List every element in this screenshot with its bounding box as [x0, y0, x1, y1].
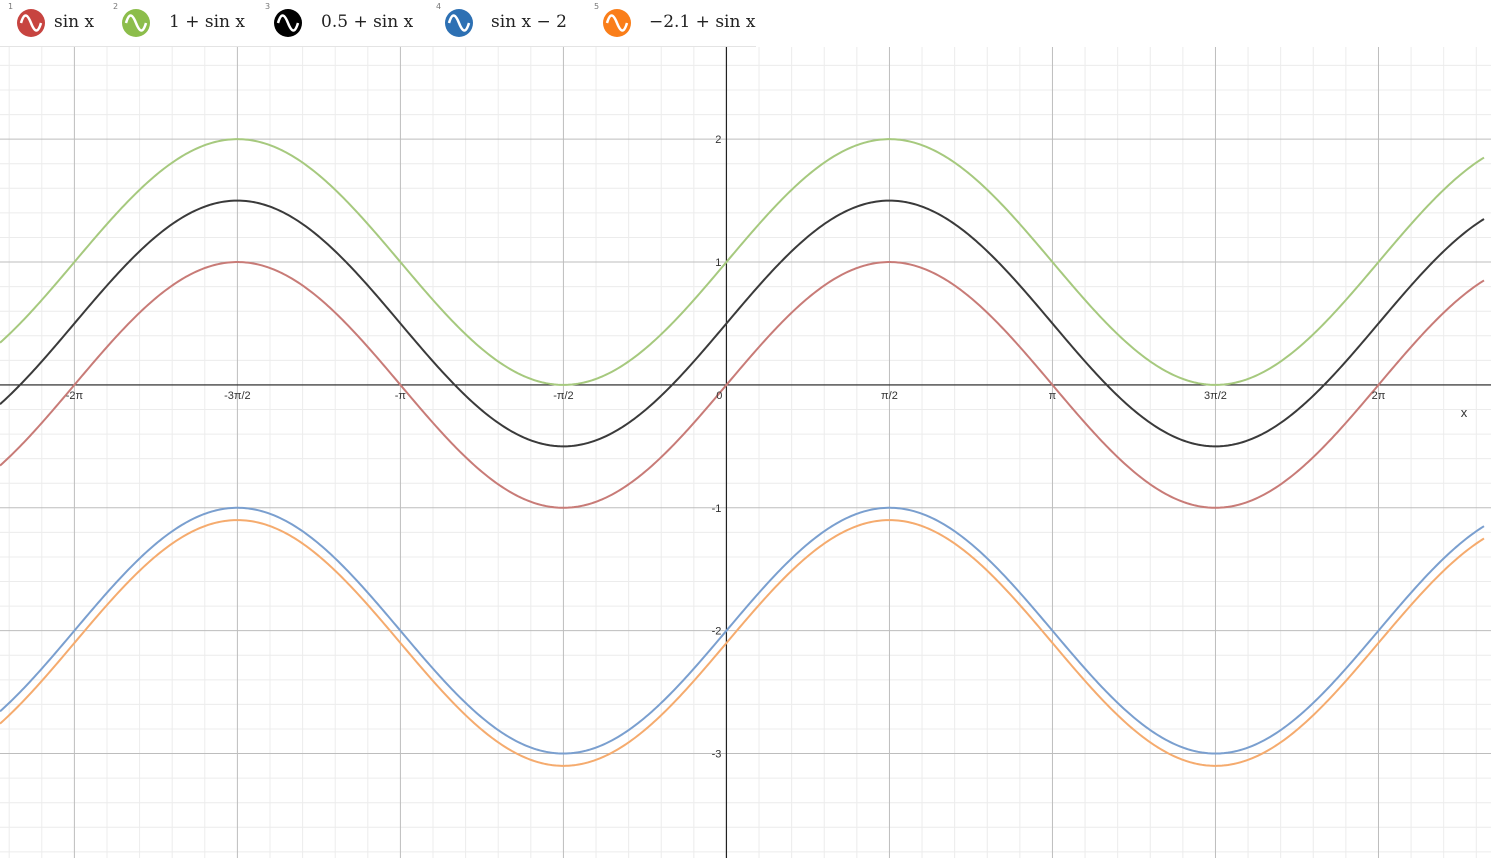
expression-index: 3	[265, 2, 271, 11]
sine-wave-icon[interactable]	[121, 8, 151, 38]
expression-list: 1 sin x 2 1 + sin x 3 0.5 + sin x 4 sin …	[0, 0, 756, 47]
curves	[0, 138, 1485, 767]
expression-5[interactable]: 5 −2.1 + sin x	[594, 0, 756, 46]
x-tick-label: 2π	[1372, 390, 1386, 402]
axes	[0, 47, 1491, 858]
expression-formula[interactable]: 0.5 + sin x	[321, 12, 414, 32]
expression-index: 4	[436, 2, 442, 11]
expression-formula[interactable]: sin x	[54, 12, 95, 32]
expression-2[interactable]: 2 1 + sin x	[113, 0, 263, 46]
series-curve-4[interactable]	[0, 506, 1485, 755]
series-curve-2[interactable]	[0, 138, 1485, 386]
expression-formula[interactable]: sin x − 2	[491, 12, 567, 32]
x-tick-label: π/2	[881, 390, 898, 402]
expression-formula[interactable]: 1 + sin x	[169, 12, 245, 32]
y-tick-label: 1	[715, 257, 721, 269]
y-tick-label: -1	[712, 503, 722, 515]
x-tick-label: -π	[395, 390, 407, 402]
tick-labels: -2π -3π/2 -π -π/2 0 π/2 π 3π/2 2π 2 1 -1 -2 -3 x	[66, 134, 1468, 760]
x-tick-label: -π/2	[553, 390, 573, 402]
y-tick-label: 2	[715, 134, 721, 146]
major-grid	[0, 47, 1491, 858]
expression-index: 2	[113, 2, 119, 11]
x-tick-label: 3π/2	[1204, 390, 1227, 402]
expression-3[interactable]: 3 0.5 + sin x	[265, 0, 435, 46]
series-curve-5[interactable]	[0, 519, 1485, 767]
sine-wave-icon[interactable]	[273, 8, 303, 38]
x-tick-label: π	[1049, 390, 1057, 402]
minor-grid	[0, 47, 1491, 858]
series-curve-3[interactable]	[0, 199, 1485, 448]
x-tick-label: -3π/2	[224, 390, 251, 402]
x-tick-label: 0	[716, 390, 722, 402]
series-curve-1[interactable]	[0, 261, 1485, 509]
sine-wave-icon[interactable]	[16, 8, 46, 38]
sine-wave-icon[interactable]	[602, 8, 632, 38]
x-tick-label: -2π	[66, 390, 84, 402]
expression-index: 5	[594, 2, 600, 11]
sine-wave-icon[interactable]	[444, 8, 474, 38]
expression-index: 1	[8, 2, 14, 11]
expression-1[interactable]: 1 sin x	[8, 0, 108, 46]
expression-formula[interactable]: −2.1 + sin x	[649, 12, 756, 32]
expression-4[interactable]: 4 sin x − 2	[436, 0, 596, 46]
x-axis-label: x	[1461, 405, 1468, 420]
y-tick-label: -2	[712, 626, 722, 638]
y-tick-label: -3	[712, 749, 722, 761]
